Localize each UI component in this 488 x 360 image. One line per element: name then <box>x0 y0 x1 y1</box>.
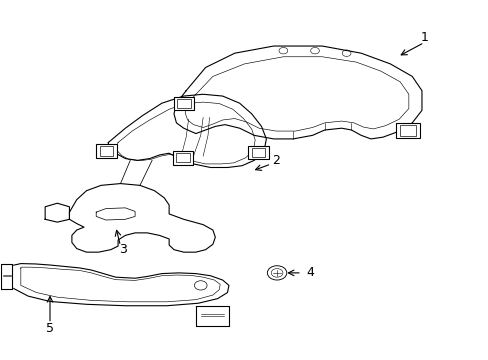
Polygon shape <box>108 94 266 167</box>
Text: 2: 2 <box>272 154 280 167</box>
Bar <box>100 147 113 156</box>
Polygon shape <box>69 184 215 252</box>
Polygon shape <box>196 306 228 327</box>
Text: 3: 3 <box>119 243 126 256</box>
Text: 4: 4 <box>305 266 313 279</box>
Text: 5: 5 <box>46 322 54 335</box>
Bar <box>177 99 191 108</box>
Bar <box>399 125 415 136</box>
Circle shape <box>267 266 286 280</box>
Polygon shape <box>11 264 228 306</box>
Polygon shape <box>1 264 12 289</box>
Polygon shape <box>45 203 69 222</box>
Bar <box>96 144 116 158</box>
Bar <box>251 148 265 157</box>
Bar <box>176 153 189 162</box>
Circle shape <box>194 281 206 290</box>
Text: 1: 1 <box>420 31 427 44</box>
Bar <box>395 123 419 138</box>
Bar <box>248 146 268 159</box>
Bar <box>172 151 193 165</box>
Bar <box>174 97 194 111</box>
Polygon shape <box>174 46 421 139</box>
